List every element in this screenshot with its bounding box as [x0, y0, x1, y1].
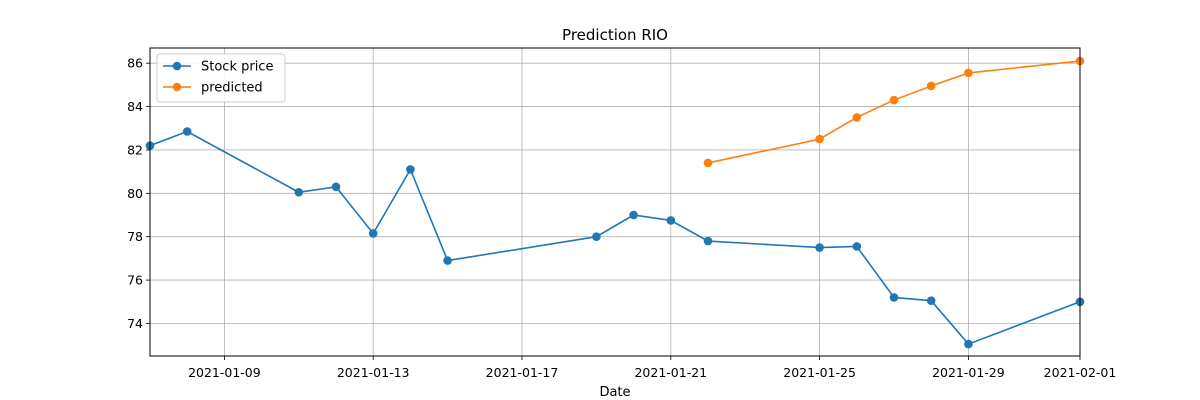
series-stock-price — [145, 127, 1085, 349]
legend-label-stock-price: Stock price — [201, 60, 273, 75]
x-tick-label: 2021-01-13 — [337, 365, 410, 380]
x-tick-label: 2021-01-09 — [188, 365, 261, 380]
y-tick-label: 82 — [127, 142, 143, 157]
data-point-stock-price — [666, 216, 676, 225]
x-tick-label: 2021-01-21 — [634, 365, 707, 380]
x-axis-label: Date — [599, 385, 630, 400]
data-point-stock-price — [629, 210, 638, 220]
data-point-stock-price — [443, 256, 452, 265]
x-tick-label: 2021-01-25 — [783, 365, 856, 380]
chart-title: Prediction RIO — [562, 26, 668, 44]
grid-lines — [150, 48, 1081, 356]
data-point-stock-price — [889, 293, 899, 302]
data-point-stock-price — [703, 236, 713, 246]
y-tick-label: 86 — [127, 56, 143, 71]
data-point-predicted — [964, 68, 973, 78]
series-layer — [145, 56, 1085, 349]
series-predicted — [703, 56, 1085, 168]
x-tick-label: 2021-01-29 — [932, 365, 1005, 380]
y-tick-label: 76 — [127, 273, 143, 288]
data-point-predicted — [852, 113, 862, 122]
data-point-stock-price — [294, 187, 304, 197]
data-point-stock-price — [331, 182, 341, 192]
x-tick-label: 2021-02-01 — [1044, 365, 1117, 380]
y-axis: 74 76 78 80 82 84 86 — [127, 56, 150, 331]
data-point-stock-price — [368, 229, 378, 238]
data-point-stock-price — [964, 339, 973, 349]
y-tick-label: 78 — [127, 229, 143, 244]
legend-label-predicted: predicted — [201, 81, 263, 96]
data-point-stock-price — [592, 232, 601, 242]
y-tick-label: 80 — [127, 186, 143, 201]
data-point-stock-price — [406, 165, 415, 174]
plot-frame — [149, 47, 1081, 357]
legend-marker-predicted — [172, 82, 182, 92]
legend-item-predicted: predicted — [163, 81, 263, 96]
data-point-stock-price — [852, 242, 862, 251]
legend-item-stock-price: Stock price — [163, 60, 273, 75]
data-point-stock-price — [926, 296, 936, 305]
x-tick-label: 2021-01-17 — [486, 365, 559, 380]
data-point-predicted — [889, 95, 899, 105]
legend-marker-stock-price — [172, 61, 182, 71]
data-point-predicted — [703, 158, 713, 168]
data-point-stock-price — [815, 243, 824, 252]
data-point-predicted — [926, 81, 936, 91]
legend: Stock price predicted — [156, 53, 286, 103]
data-point-stock-price — [182, 127, 192, 136]
series-line-stock-price — [149, 130, 1081, 346]
data-point-predicted — [815, 134, 824, 144]
x-axis: 2021-01-09 2021-01-13 2021-01-17 2021-01-21… — [188, 356, 1116, 380]
y-tick-label: 74 — [127, 316, 143, 331]
series-line-predicted — [707, 60, 1081, 164]
y-tick-label: 84 — [127, 99, 143, 114]
